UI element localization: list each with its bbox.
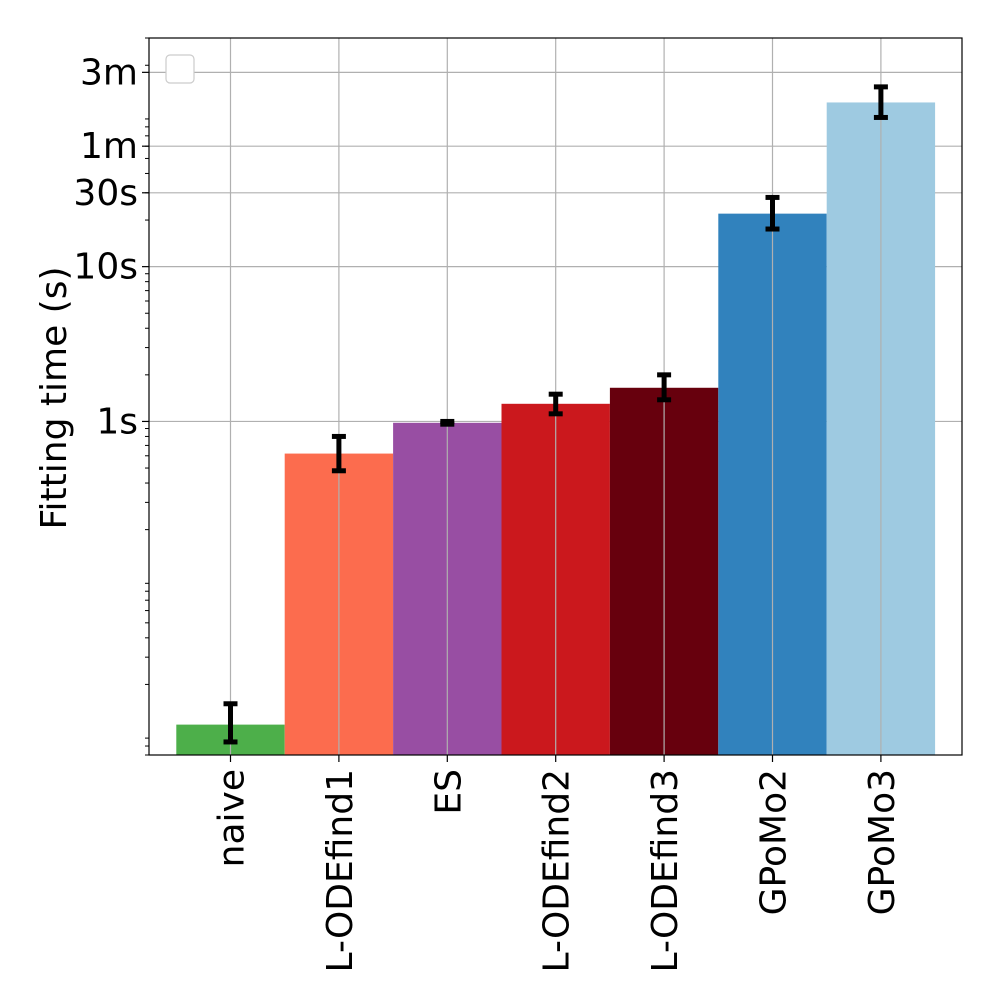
y-tick-label: 30s xyxy=(73,173,138,214)
y-tick-label: 3m xyxy=(80,52,138,93)
x-tick-label: naive xyxy=(212,769,253,867)
x-tick-label: ES xyxy=(428,769,469,815)
y-tick-label: 1m xyxy=(80,126,138,167)
x-tick-label: L-ODEfind1 xyxy=(320,769,361,972)
legend-box xyxy=(165,54,195,84)
y-tick-label: 1s xyxy=(96,401,138,442)
x-tick-label: GPoMo3 xyxy=(862,769,903,915)
x-tick-label: L-ODEfind2 xyxy=(537,769,578,972)
y-axis-ticks: 1s 10s 30s 1m 3m xyxy=(73,37,149,756)
error-bars xyxy=(223,38,888,755)
y-axis-label: Fitting time (s) xyxy=(34,266,75,529)
y-tick-label: 10s xyxy=(73,247,138,288)
x-tick-label: L-ODEfind3 xyxy=(645,769,686,972)
x-axis-ticks: naive L-ODEfind1 ES L-ODEfind2 L-ODEfind3 GPo… xyxy=(212,755,903,972)
x-tick-label: GPoMo2 xyxy=(754,769,795,915)
